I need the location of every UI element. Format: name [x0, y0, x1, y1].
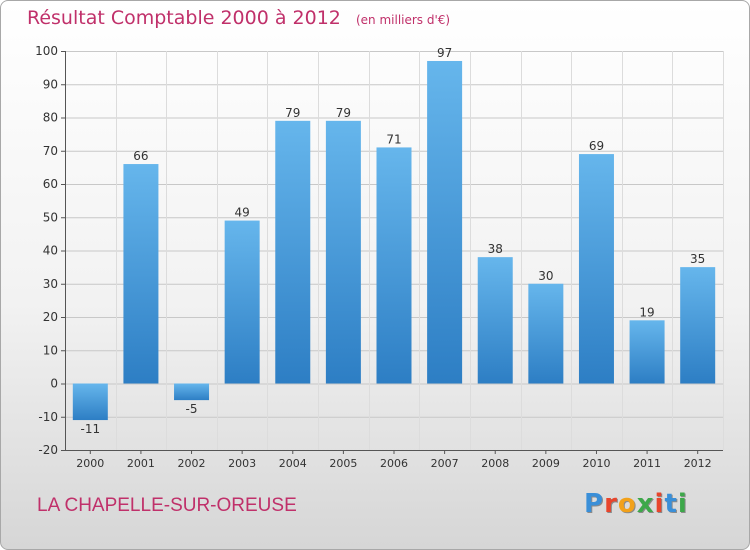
bar-2010	[578, 154, 614, 384]
y-tick-label: 90	[43, 77, 58, 91]
chart-title: Résultat Comptable 2000 à 2012	[27, 7, 341, 29]
x-tick-label: 2007	[431, 457, 459, 470]
bar-2004	[275, 120, 311, 384]
bar-2007	[427, 60, 463, 384]
data-label: -5	[186, 402, 198, 416]
x-tick-label: 2005	[329, 457, 357, 470]
x-tick-label: 2010	[582, 457, 610, 470]
x-tick-label: 2000	[76, 457, 104, 470]
data-label: 79	[285, 106, 300, 120]
y-tick-label: 80	[43, 111, 58, 125]
data-label: 69	[589, 139, 604, 153]
data-label: 35	[690, 252, 705, 266]
proxiti-logo[interactable]: Proxiti	[584, 489, 688, 519]
y-tick-label: -20	[38, 443, 58, 457]
logo-letter: r	[604, 489, 618, 519]
logo-letter: o	[617, 489, 637, 519]
x-tick-label: 2004	[279, 457, 307, 470]
x-tick-label: 2001	[127, 457, 155, 470]
chart-subtitle: (en milliers d'€)	[355, 13, 451, 27]
title-block: Résultat Comptable 2000 à 2012 (en milli…	[27, 7, 450, 29]
y-tick-label: 0	[50, 377, 58, 391]
y-tick-label: -10	[38, 410, 58, 424]
bar-2008	[477, 257, 513, 384]
bar-2002	[174, 383, 210, 401]
x-tick-label: 2002	[178, 457, 206, 470]
location-label: LA CHAPELLE-SUR-OREUSE	[37, 495, 297, 516]
x-tick-label: 2008	[481, 457, 509, 470]
x-tick-label: 2011	[633, 457, 661, 470]
bar-2001	[123, 164, 159, 384]
bar-2003	[224, 220, 260, 384]
bar-2005	[325, 120, 361, 384]
y-tick-label: 20	[43, 310, 58, 324]
x-tick-label: 2012	[684, 457, 712, 470]
x-tick-label: 2009	[532, 457, 560, 470]
logo-letter: x	[636, 489, 655, 519]
y-tick-label: 70	[43, 144, 58, 158]
data-label: 30	[538, 269, 553, 283]
y-tick-label: 10	[43, 343, 58, 357]
bar-2000	[72, 383, 108, 421]
bar-2011	[629, 320, 665, 384]
data-label: 38	[488, 242, 503, 256]
bar-2012	[680, 267, 716, 384]
data-label: 79	[336, 106, 351, 120]
y-tick-label: 100	[35, 44, 58, 58]
bar-2009	[528, 283, 564, 384]
x-tick-label: 2006	[380, 457, 408, 470]
data-label: 97	[437, 46, 452, 60]
data-label: 66	[133, 149, 148, 163]
bar-2006	[376, 147, 412, 384]
y-tick-label: 50	[43, 210, 58, 224]
y-tick-label: 40	[43, 244, 58, 258]
logo-letter: i	[654, 489, 665, 519]
data-label: 71	[386, 132, 401, 146]
data-label: 49	[235, 206, 250, 220]
data-label: 19	[639, 305, 654, 319]
logo-letter: P	[584, 489, 605, 519]
data-label: -11	[81, 422, 101, 436]
y-tick-label: 30	[43, 277, 58, 291]
y-tick-label: 60	[43, 177, 58, 191]
logo-letter: t	[664, 489, 678, 519]
logo-letter: i	[677, 489, 688, 519]
x-tick-label: 2003	[228, 457, 256, 470]
